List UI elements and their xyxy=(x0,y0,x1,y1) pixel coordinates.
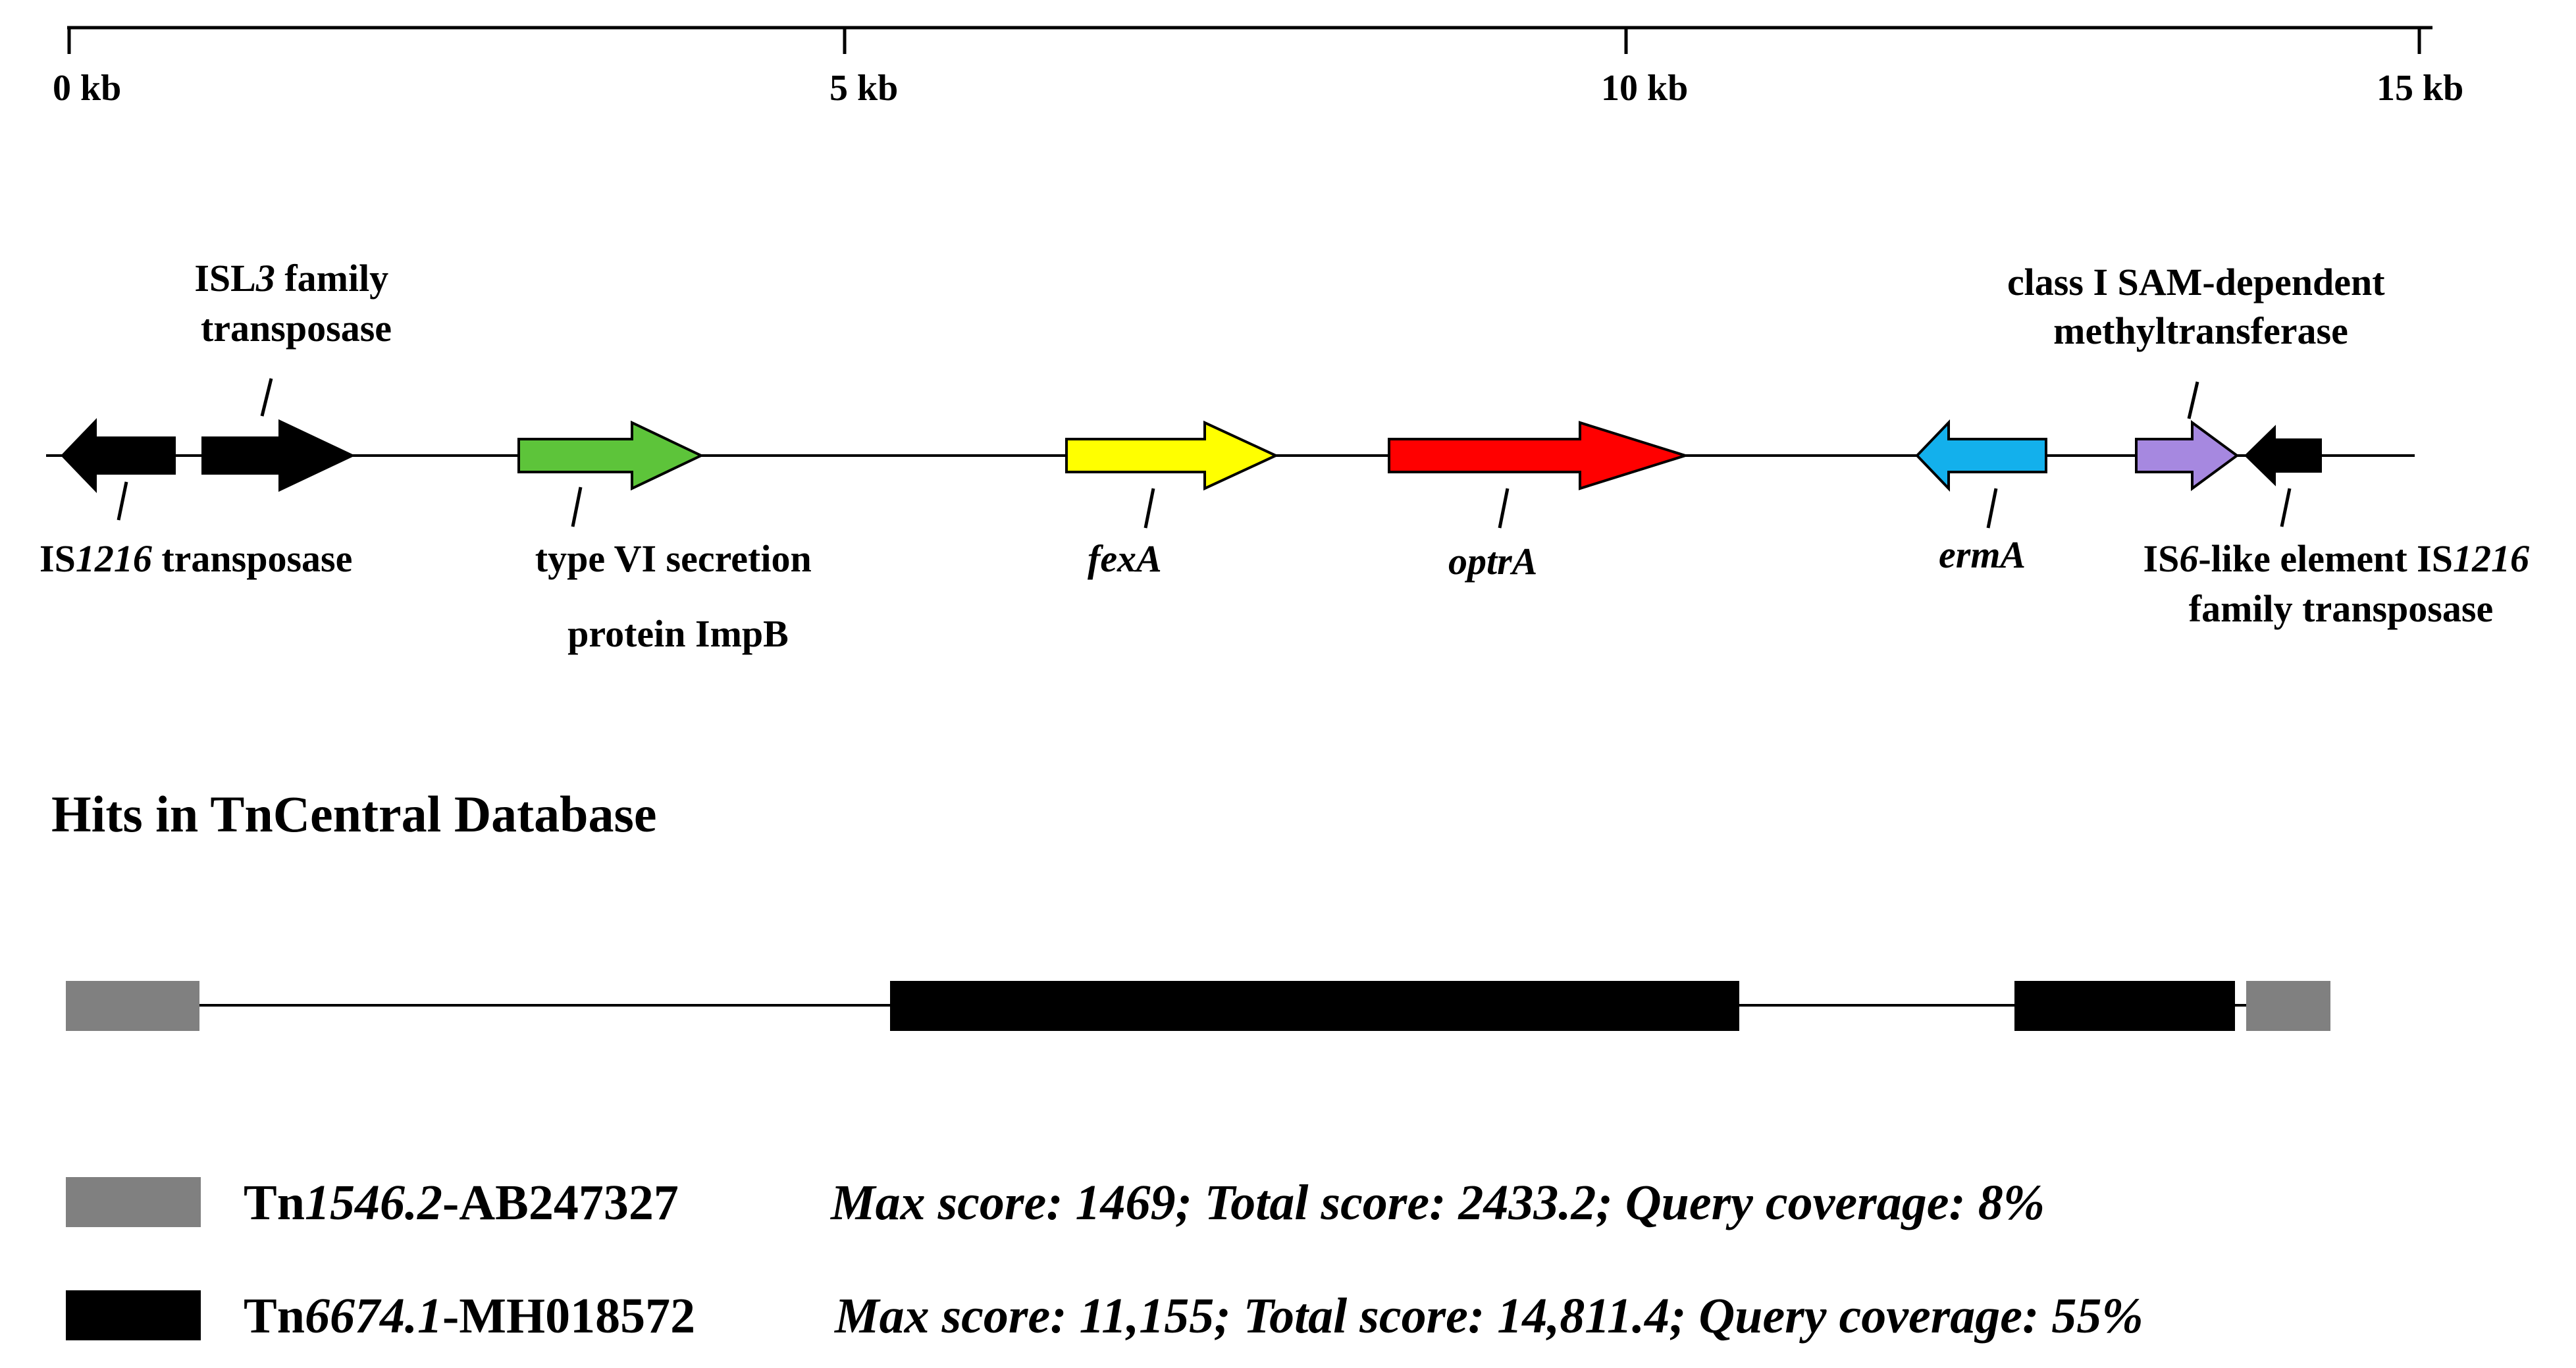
gene-arrow-optra xyxy=(1388,421,1690,490)
tick-label-10kb: 10 kb xyxy=(1601,68,1688,109)
gene-arrow-erma xyxy=(1915,419,2047,492)
legend-stats-tn1546: Max score: 1469; Total score: 2433.2; Qu… xyxy=(830,1175,2045,1230)
legend-swatch-tn1546 xyxy=(66,1177,201,1227)
label-sam-dependent-methyltransferase: class I SAM-dependent methyltransferase xyxy=(2007,261,2394,352)
legend-swatch-tn6674 xyxy=(66,1290,201,1340)
leader-line-methyltransferase xyxy=(2187,381,2199,419)
leader-line-optra xyxy=(1498,488,1510,529)
leader-line-isl3 xyxy=(260,378,273,417)
leader-line-erma xyxy=(1986,488,1998,529)
legend-name-tn6674: Tn6674.1-MH018572 xyxy=(244,1288,695,1344)
leader-line-is1216-left xyxy=(117,481,128,521)
label-is6-like-element-is1216-family-transposase: IS6-like element IS1216 family transposa… xyxy=(2143,537,2539,630)
gene-arrow-methyltransferase xyxy=(2135,420,2240,491)
label-type-vi-secretion-protein-impb: type VI secretion protein ImpB xyxy=(535,537,821,655)
hit-block-tn1546-left xyxy=(66,981,199,1031)
tick-label-15kb: 15 kb xyxy=(2377,68,2463,109)
gene-arrow-fexa xyxy=(1065,420,1279,491)
gene-arrow-is1216-transposase xyxy=(61,418,176,493)
legend: Tn1546.2-AB247327 Max score: 1469; Total… xyxy=(66,1175,2143,1344)
leader-line-impb xyxy=(571,487,583,527)
tick-label-5kb: 5 kb xyxy=(829,68,898,109)
hit-block-tn6674-main xyxy=(890,981,1739,1031)
hit-block-tn6674-right xyxy=(2014,981,2235,1031)
gene-arrow-isl3-transposase xyxy=(201,419,355,492)
scale-bar: 0 kb 5 kb 10 kb 15 kb xyxy=(53,26,2463,109)
hits-track xyxy=(66,981,2330,1031)
gene-arrow-impb xyxy=(517,420,704,491)
leader-line-fexa xyxy=(1143,488,1155,529)
label-optra: optrA xyxy=(1448,540,1537,583)
legend-entry: Tn1546.2-AB247327 Max score: 1469; Total… xyxy=(66,1175,2045,1230)
label-fexa: fexA xyxy=(1088,537,1162,580)
tick-label-0kb: 0 kb xyxy=(53,68,121,109)
legend-stats-tn6674: Max score: 11,155; Total score: 14,811.4… xyxy=(834,1288,2143,1344)
label-isl3-family-transposase: ISL3 family transposase xyxy=(194,257,398,350)
gene-arrow-is1216-family-transposase xyxy=(2244,425,2322,487)
hits-section-title: Hits in TnCentral Database xyxy=(51,785,656,843)
label-is1216-transposase: IS1216 transposase xyxy=(39,537,352,580)
legend-name-tn1546: Tn1546.2-AB247327 xyxy=(244,1175,679,1230)
label-erma: ermA xyxy=(1939,533,2026,576)
gene-map: IS1216 transposase ISL3 family transposa… xyxy=(39,257,2539,655)
leader-line-is1216-right xyxy=(2280,488,2292,527)
legend-entry: Tn6674.1-MH018572 Max score: 11,155; Tot… xyxy=(66,1288,2143,1344)
hit-block-tn1546-right xyxy=(2246,981,2330,1031)
